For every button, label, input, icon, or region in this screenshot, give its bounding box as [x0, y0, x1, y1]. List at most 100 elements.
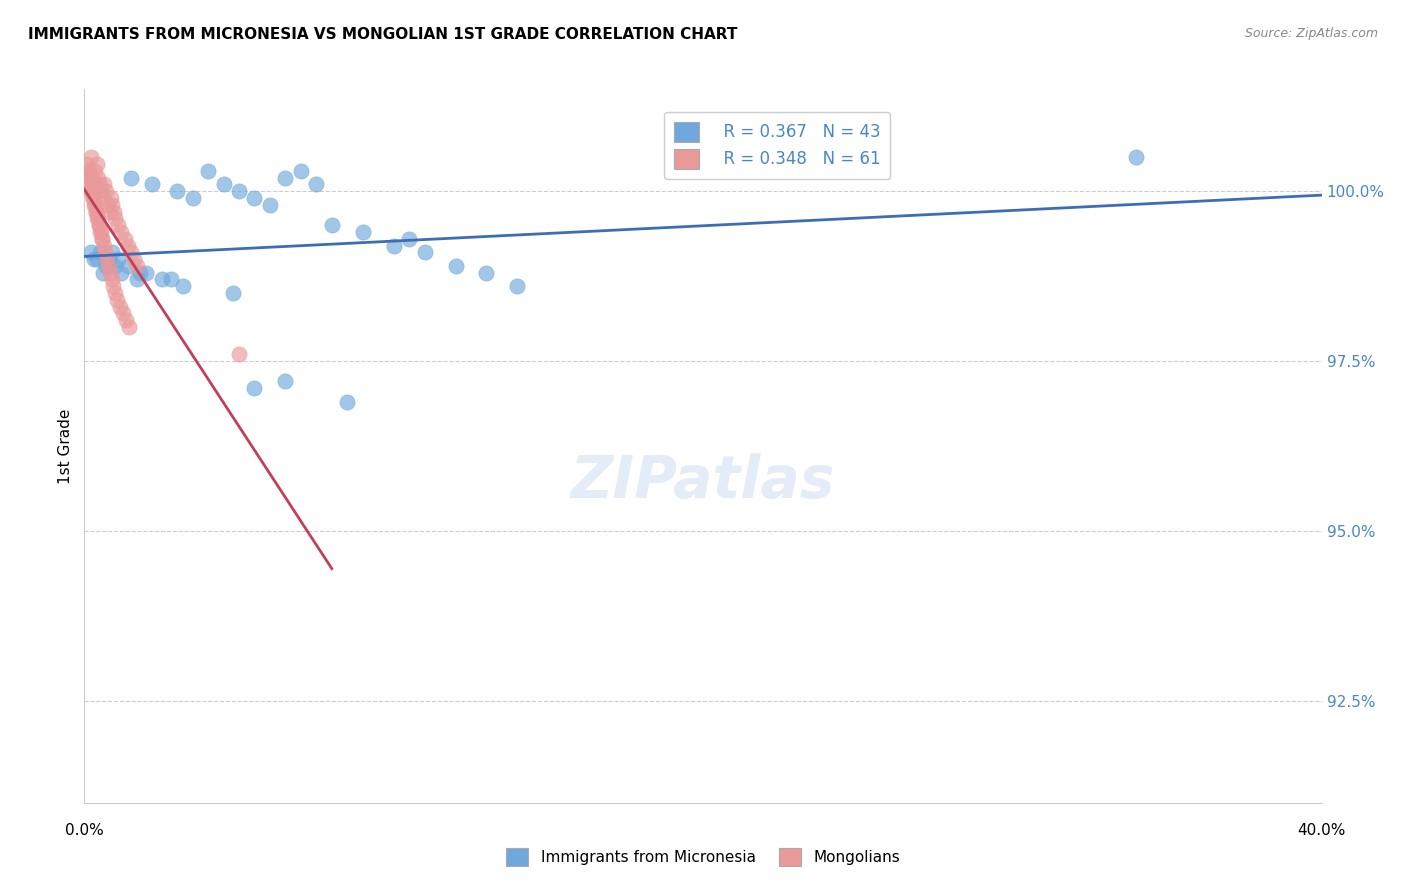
Point	[91, 266, 114, 280]
Point	[290, 163, 312, 178]
Point	[84, 204, 107, 219]
Point	[96, 252, 118, 266]
Point	[89, 225, 111, 239]
Point	[94, 245, 117, 260]
Point	[336, 394, 359, 409]
Point	[86, 211, 108, 226]
Point	[98, 204, 121, 219]
Point	[77, 170, 100, 185]
Point	[228, 347, 250, 361]
Point	[129, 266, 152, 280]
Point	[94, 184, 117, 198]
Point	[444, 259, 467, 273]
Point	[398, 232, 420, 246]
Point	[104, 259, 127, 273]
Point	[77, 170, 100, 185]
Point	[91, 232, 114, 246]
Point	[125, 272, 148, 286]
Point	[87, 218, 110, 232]
Point	[93, 178, 115, 192]
Point	[104, 211, 127, 226]
Point	[83, 198, 105, 212]
Point	[122, 252, 145, 266]
Point	[475, 266, 498, 280]
Point	[166, 184, 188, 198]
Point	[90, 225, 112, 239]
Point	[212, 178, 235, 192]
Point	[181, 191, 204, 205]
Point	[89, 178, 111, 192]
Text: 0.0%: 0.0%	[65, 823, 104, 838]
Point	[172, 279, 194, 293]
Point	[83, 178, 105, 192]
Legend: Immigrants from Micronesia, Mongolians: Immigrants from Micronesia, Mongolians	[496, 838, 910, 875]
Point	[87, 170, 110, 185]
Point	[352, 225, 374, 239]
Point	[120, 170, 142, 185]
Point	[79, 150, 101, 164]
Point	[141, 178, 163, 192]
Point	[118, 320, 141, 334]
Point	[101, 279, 124, 293]
Point	[259, 198, 281, 212]
Point	[100, 191, 122, 205]
Point	[108, 300, 131, 314]
Point	[506, 279, 529, 293]
Point	[107, 252, 129, 266]
Point	[305, 178, 328, 192]
Point	[160, 272, 183, 286]
Point	[125, 259, 148, 273]
Point	[110, 225, 132, 239]
Point	[243, 381, 266, 395]
Point	[274, 170, 297, 185]
Text: Source: ZipAtlas.com: Source: ZipAtlas.com	[1244, 27, 1378, 40]
Point	[77, 163, 100, 178]
Text: IMMIGRANTS FROM MICRONESIA VS MONGOLIAN 1ST GRADE CORRELATION CHART: IMMIGRANTS FROM MICRONESIA VS MONGOLIAN …	[28, 27, 738, 42]
Point	[112, 306, 135, 320]
Point	[86, 252, 108, 266]
Point	[100, 272, 122, 286]
Point	[114, 232, 136, 246]
Point	[84, 163, 107, 178]
Point	[197, 163, 219, 178]
Point	[103, 204, 125, 219]
Point	[90, 184, 112, 198]
Point	[94, 259, 117, 273]
Point	[91, 232, 114, 246]
Point	[84, 204, 107, 219]
Point	[86, 211, 108, 226]
Point	[115, 313, 138, 327]
Point	[80, 184, 103, 198]
Point	[79, 178, 101, 192]
Point	[82, 191, 104, 205]
Legend:   R = 0.367   N = 43,   R = 0.348   N = 61: R = 0.367 N = 43, R = 0.348 N = 61	[664, 112, 890, 179]
Point	[228, 184, 250, 198]
Point	[98, 252, 121, 266]
Point	[101, 198, 124, 212]
Point	[76, 157, 98, 171]
Point	[135, 266, 157, 280]
Point	[413, 245, 436, 260]
Point	[150, 272, 173, 286]
Point	[82, 191, 104, 205]
Point	[382, 238, 405, 252]
Point	[83, 198, 105, 212]
Point	[83, 252, 105, 266]
Point	[97, 259, 120, 273]
Point	[117, 259, 139, 273]
Point	[274, 375, 297, 389]
Point	[321, 218, 343, 232]
Point	[1125, 150, 1147, 164]
Point	[243, 191, 266, 205]
Point	[107, 218, 129, 232]
Point	[89, 245, 111, 260]
Point	[79, 245, 101, 260]
Point	[96, 198, 118, 212]
Y-axis label: 1st Grade: 1st Grade	[58, 409, 73, 483]
Point	[120, 245, 142, 260]
Point	[110, 266, 132, 280]
Point	[89, 218, 111, 232]
Point	[93, 238, 115, 252]
Point	[91, 191, 114, 205]
Point	[86, 157, 108, 171]
